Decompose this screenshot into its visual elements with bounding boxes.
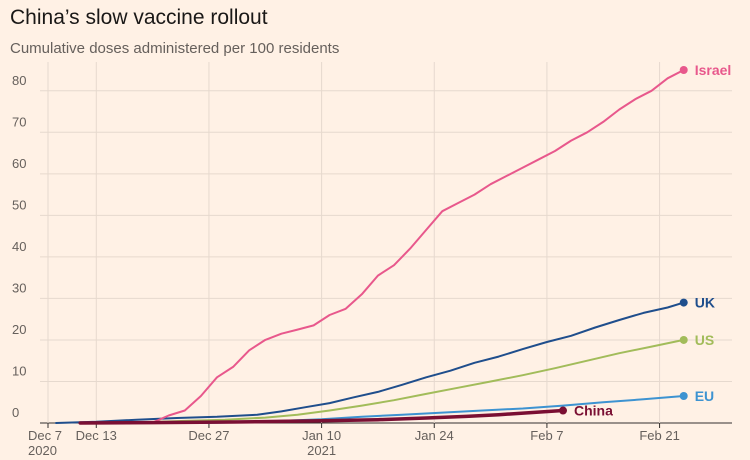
series-label-israel: Israel bbox=[695, 62, 732, 78]
x-tick-label: Feb 7 bbox=[530, 428, 563, 443]
y-tick-label: 80 bbox=[12, 73, 26, 88]
chart-subtitle: Cumulative doses administered per 100 re… bbox=[10, 40, 340, 57]
series-line-us bbox=[103, 338, 685, 424]
x-tick-sublabel: 2021 bbox=[307, 443, 336, 458]
y-tick-label: 70 bbox=[12, 114, 26, 129]
series-label-china: China bbox=[574, 403, 613, 419]
series-end-dot-uk bbox=[679, 298, 688, 307]
series-layer bbox=[55, 66, 688, 425]
x-tick-label: Jan 10 bbox=[302, 428, 341, 443]
series-end-dot-israel bbox=[679, 66, 688, 74]
series-label-eu: EU bbox=[695, 388, 714, 404]
x-tick-label: Feb 21 bbox=[639, 428, 679, 443]
grid-layer bbox=[40, 62, 732, 428]
series-end-dot-us bbox=[679, 335, 688, 344]
y-tick-label: 10 bbox=[12, 363, 26, 378]
x-tick-label: Dec 7 bbox=[28, 428, 62, 443]
y-tick-label: 40 bbox=[12, 239, 26, 254]
series-line-israel bbox=[143, 69, 685, 424]
x-tick-sublabel: 2020 bbox=[28, 443, 57, 458]
series-label-us: US bbox=[695, 332, 714, 348]
y-tick-label: 0 bbox=[12, 405, 19, 420]
series-line-uk bbox=[55, 301, 685, 424]
y-tick-label: 50 bbox=[12, 197, 26, 212]
x-tick-label: Dec 27 bbox=[188, 428, 229, 443]
y-tick-label: 20 bbox=[12, 322, 26, 337]
series-label-uk: UK bbox=[695, 295, 715, 311]
series-line-china bbox=[78, 408, 565, 425]
x-tick-label: Jan 24 bbox=[415, 428, 454, 443]
chart-title: China’s slow vaccine rollout bbox=[10, 6, 268, 29]
series-end-dot-eu bbox=[679, 392, 688, 401]
x-tick-label: Dec 13 bbox=[76, 428, 117, 443]
y-tick-label: 60 bbox=[12, 156, 26, 171]
y-tick-label: 30 bbox=[12, 280, 26, 295]
series-end-dot-china bbox=[559, 406, 568, 415]
